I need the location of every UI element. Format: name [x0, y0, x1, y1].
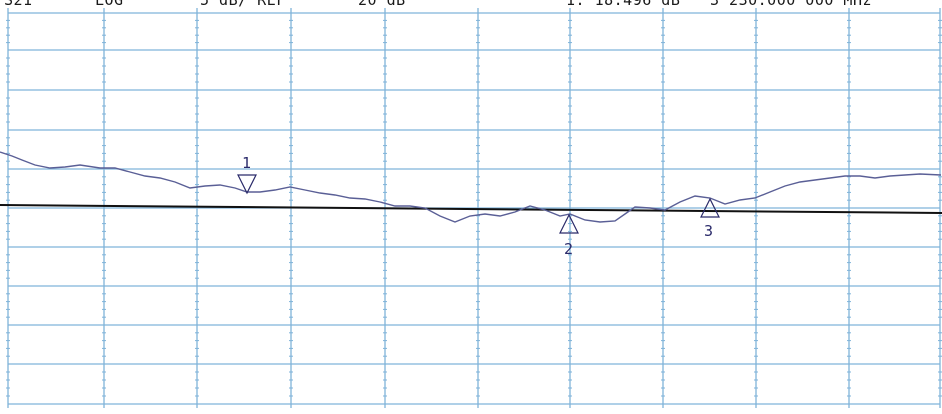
graticule-grid — [6, 8, 942, 408]
ref-value-label: 20 dB — [358, 0, 406, 9]
marker-3-label: 3 — [704, 222, 713, 240]
marker-up-triangle-icon — [700, 197, 720, 218]
format-label: LOG — [95, 0, 124, 9]
marker-3[interactable]: 3 — [700, 197, 720, 240]
trace-label: S21 — [4, 0, 33, 9]
marker-down-triangle-icon — [237, 174, 257, 195]
measurement-trace — [0, 151, 942, 223]
reference-line — [0, 204, 942, 214]
marker-1[interactable]: 1 — [237, 154, 257, 195]
marker-readout: 1: 18.496 dB — [566, 0, 681, 9]
marker-frequency: 3 230.000 000 MHz — [710, 0, 873, 9]
marker-up-triangle-icon — [559, 213, 579, 234]
marker-1-label: 1 — [242, 154, 251, 172]
marker-2-label: 2 — [564, 240, 573, 258]
scale-label: 5 dB/ REF — [200, 0, 286, 9]
marker-2[interactable]: 2 — [559, 213, 579, 258]
